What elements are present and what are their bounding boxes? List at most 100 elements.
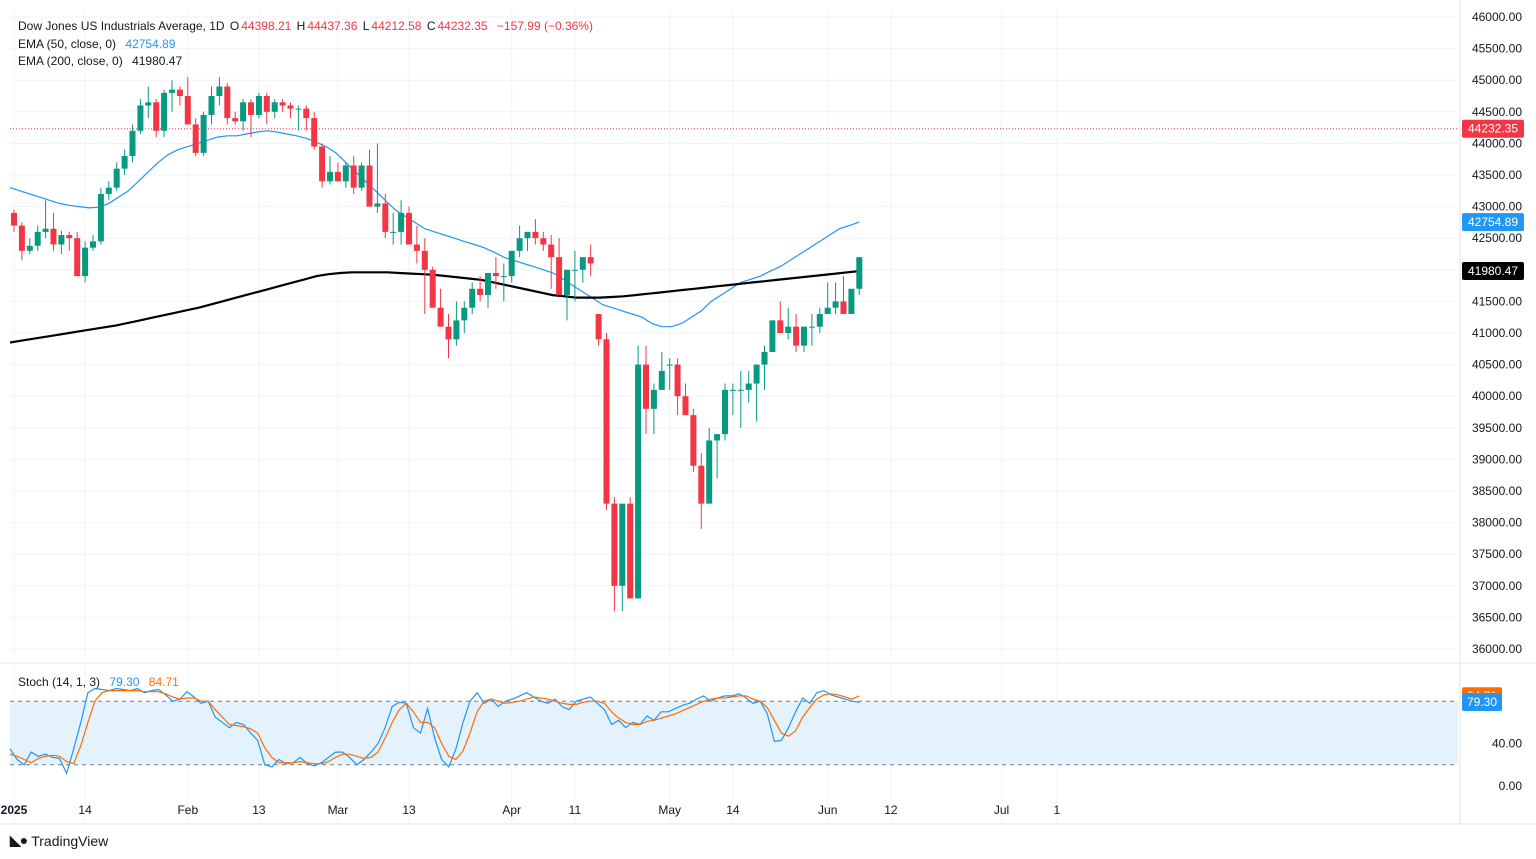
time-tick-label: 11 bbox=[569, 803, 582, 817]
candle bbox=[129, 124, 136, 163]
candle-body bbox=[682, 396, 689, 416]
candle-body bbox=[848, 288, 855, 315]
candle-body bbox=[658, 370, 665, 390]
candle bbox=[611, 497, 618, 612]
time-tick-label: May bbox=[658, 803, 681, 817]
ema200-legend: EMA (200, close, 0) 41980.47 bbox=[18, 54, 184, 68]
candle bbox=[761, 345, 768, 390]
tradingview-brand[interactable]: ◣● TradingView bbox=[10, 832, 108, 849]
candle bbox=[295, 105, 302, 131]
candle bbox=[674, 358, 681, 416]
candle bbox=[216, 77, 223, 106]
candle-body bbox=[429, 269, 436, 308]
candle bbox=[706, 427, 713, 504]
candle-body bbox=[832, 301, 839, 308]
open-label: O bbox=[229, 19, 240, 33]
candle-body bbox=[595, 314, 602, 340]
candle bbox=[350, 156, 357, 194]
stoch-k-badge: 79.30 bbox=[1462, 692, 1502, 711]
candle-body bbox=[516, 238, 523, 251]
candle-body bbox=[255, 96, 262, 115]
candle-body bbox=[650, 389, 657, 409]
ema50-value: 42754.89 bbox=[125, 37, 176, 51]
candle bbox=[232, 111, 239, 125]
candle-body bbox=[666, 364, 673, 366]
last-price-badge: 44232.35 bbox=[1462, 119, 1524, 138]
price-tick-label: 42500.00 bbox=[1472, 231, 1522, 245]
candle-body bbox=[698, 465, 705, 504]
candle-body bbox=[366, 165, 373, 207]
ema50-legend: EMA (50, close, 0) 42754.89 bbox=[18, 37, 177, 51]
candle bbox=[808, 314, 815, 346]
candle bbox=[176, 86, 183, 106]
price-tick-label: 37500.00 bbox=[1472, 547, 1522, 561]
candle-body bbox=[571, 269, 578, 271]
candle bbox=[682, 383, 689, 416]
candle-body bbox=[82, 247, 89, 277]
price-tick-label: 38500.00 bbox=[1472, 484, 1522, 498]
candle bbox=[11, 209, 17, 232]
candle bbox=[26, 238, 33, 254]
symbol-title: Dow Jones US Industrials Average, 1D bbox=[18, 19, 225, 33]
candle bbox=[801, 326, 807, 352]
candle-body bbox=[311, 118, 318, 147]
candle-body bbox=[398, 212, 405, 232]
candle bbox=[398, 200, 405, 245]
candle bbox=[658, 351, 665, 390]
price-tick-label: 45500.00 bbox=[1472, 42, 1522, 56]
candle-body bbox=[579, 257, 586, 270]
candle bbox=[627, 497, 634, 599]
candle-body bbox=[153, 102, 160, 131]
change-value: −157.99 (−0.36%) bbox=[496, 19, 593, 33]
candle bbox=[477, 276, 484, 302]
candle bbox=[184, 77, 191, 125]
candle bbox=[74, 231, 81, 277]
candle-body bbox=[303, 108, 310, 119]
candle-body bbox=[342, 165, 349, 182]
candle bbox=[722, 383, 728, 441]
low-label: L bbox=[362, 19, 370, 33]
stoch-k-badge-text: 79.30 bbox=[1467, 695, 1497, 709]
candle-body bbox=[477, 288, 484, 296]
candle bbox=[406, 206, 412, 245]
candle bbox=[516, 225, 523, 258]
time-tick-label: Feb bbox=[177, 803, 198, 817]
time-tick-label: 14 bbox=[726, 803, 740, 817]
ema200-price-badge-text: 41980.47 bbox=[1468, 264, 1518, 278]
candle bbox=[153, 99, 160, 138]
candle-body bbox=[169, 89, 175, 93]
candle-body bbox=[556, 257, 563, 296]
candle bbox=[82, 241, 89, 283]
candle-body bbox=[769, 320, 776, 352]
candle bbox=[137, 99, 144, 134]
candle bbox=[848, 288, 855, 315]
candle bbox=[50, 212, 57, 251]
candle-body bbox=[816, 314, 823, 327]
candle-body bbox=[66, 235, 73, 239]
time-tick-label: 14 bbox=[78, 803, 92, 817]
candle-body bbox=[129, 130, 136, 157]
candle-body bbox=[611, 503, 618, 586]
candle bbox=[97, 187, 104, 245]
candle bbox=[714, 434, 721, 479]
low-value: 44212.58 bbox=[371, 19, 422, 33]
candle bbox=[105, 181, 112, 201]
candle-body bbox=[279, 102, 286, 106]
candle bbox=[785, 307, 792, 340]
candle-body bbox=[358, 165, 365, 188]
candle-body bbox=[737, 389, 744, 391]
candle-body bbox=[856, 257, 863, 289]
price-tick-label: 39000.00 bbox=[1472, 452, 1522, 466]
candle bbox=[366, 149, 373, 207]
candle bbox=[587, 244, 594, 277]
candle bbox=[208, 86, 215, 125]
candle-body bbox=[793, 326, 800, 346]
stoch-tick-label: 40.00 bbox=[1492, 737, 1522, 751]
ema50-label: EMA (50, close, 0) bbox=[18, 37, 117, 51]
ema50-price-badge: 42754.89 bbox=[1462, 213, 1524, 232]
price-tick-label: 40000.00 bbox=[1472, 389, 1522, 403]
ema200-price-badge: 41980.47 bbox=[1462, 262, 1524, 281]
candle-body bbox=[319, 146, 326, 182]
candle bbox=[287, 102, 294, 119]
